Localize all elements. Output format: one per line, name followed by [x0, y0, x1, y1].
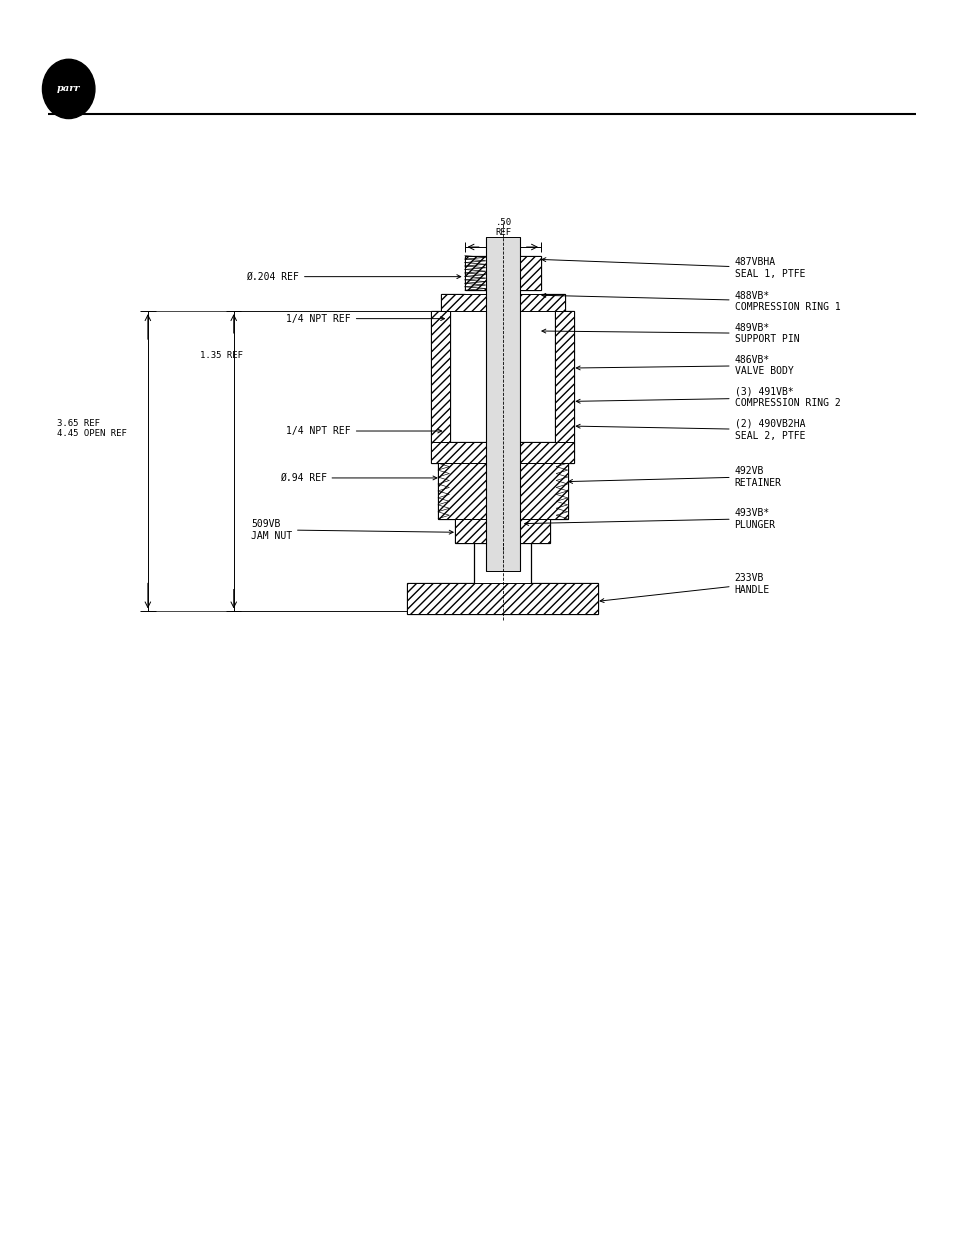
Text: 489VB*
SUPPORT PIN: 489VB* SUPPORT PIN: [541, 322, 799, 345]
Bar: [485, 237, 519, 571]
Bar: [519, 256, 540, 290]
Bar: [519, 519, 550, 543]
Text: 1/4 NPT REF: 1/4 NPT REF: [286, 426, 441, 436]
Bar: [440, 294, 485, 311]
Text: (2) 490VB2HA
SEAL 2, PTFE: (2) 490VB2HA SEAL 2, PTFE: [576, 419, 804, 441]
Bar: [519, 463, 567, 519]
Bar: [407, 583, 598, 614]
Text: 492VB
RETAINER: 492VB RETAINER: [568, 466, 781, 488]
Bar: [555, 311, 574, 442]
Bar: [431, 442, 485, 463]
Text: 509VB
JAM NUT: 509VB JAM NUT: [251, 519, 453, 541]
Text: 3.65 REF
4.45 OPEN REF: 3.65 REF 4.45 OPEN REF: [57, 419, 127, 438]
Bar: [519, 442, 574, 463]
Text: 486VB*
VALVE BODY: 486VB* VALVE BODY: [576, 354, 793, 377]
Text: Ø.94 REF: Ø.94 REF: [279, 473, 436, 483]
Text: 233VB
HANDLE: 233VB HANDLE: [599, 573, 769, 603]
Text: 493VB*
PLUNGER: 493VB* PLUNGER: [524, 508, 775, 530]
Text: parr: parr: [57, 84, 80, 94]
Ellipse shape: [43, 59, 95, 119]
Text: .50
REF: .50 REF: [496, 217, 511, 237]
Text: 487VBHA
SEAL 1, PTFE: 487VBHA SEAL 1, PTFE: [541, 257, 804, 279]
Text: 1.35 REF: 1.35 REF: [200, 351, 243, 361]
Bar: [519, 294, 564, 311]
Text: 1/4 NPT REF: 1/4 NPT REF: [286, 314, 444, 324]
Bar: [431, 311, 450, 442]
Text: (3) 491VB*
COMPRESSION RING 2: (3) 491VB* COMPRESSION RING 2: [576, 387, 840, 409]
Bar: [464, 256, 485, 290]
Text: 488VB*
COMPRESSION RING 1: 488VB* COMPRESSION RING 1: [541, 290, 840, 312]
Bar: [455, 519, 485, 543]
Text: Ø.204 REF: Ø.204 REF: [246, 272, 460, 282]
Bar: [437, 463, 485, 519]
